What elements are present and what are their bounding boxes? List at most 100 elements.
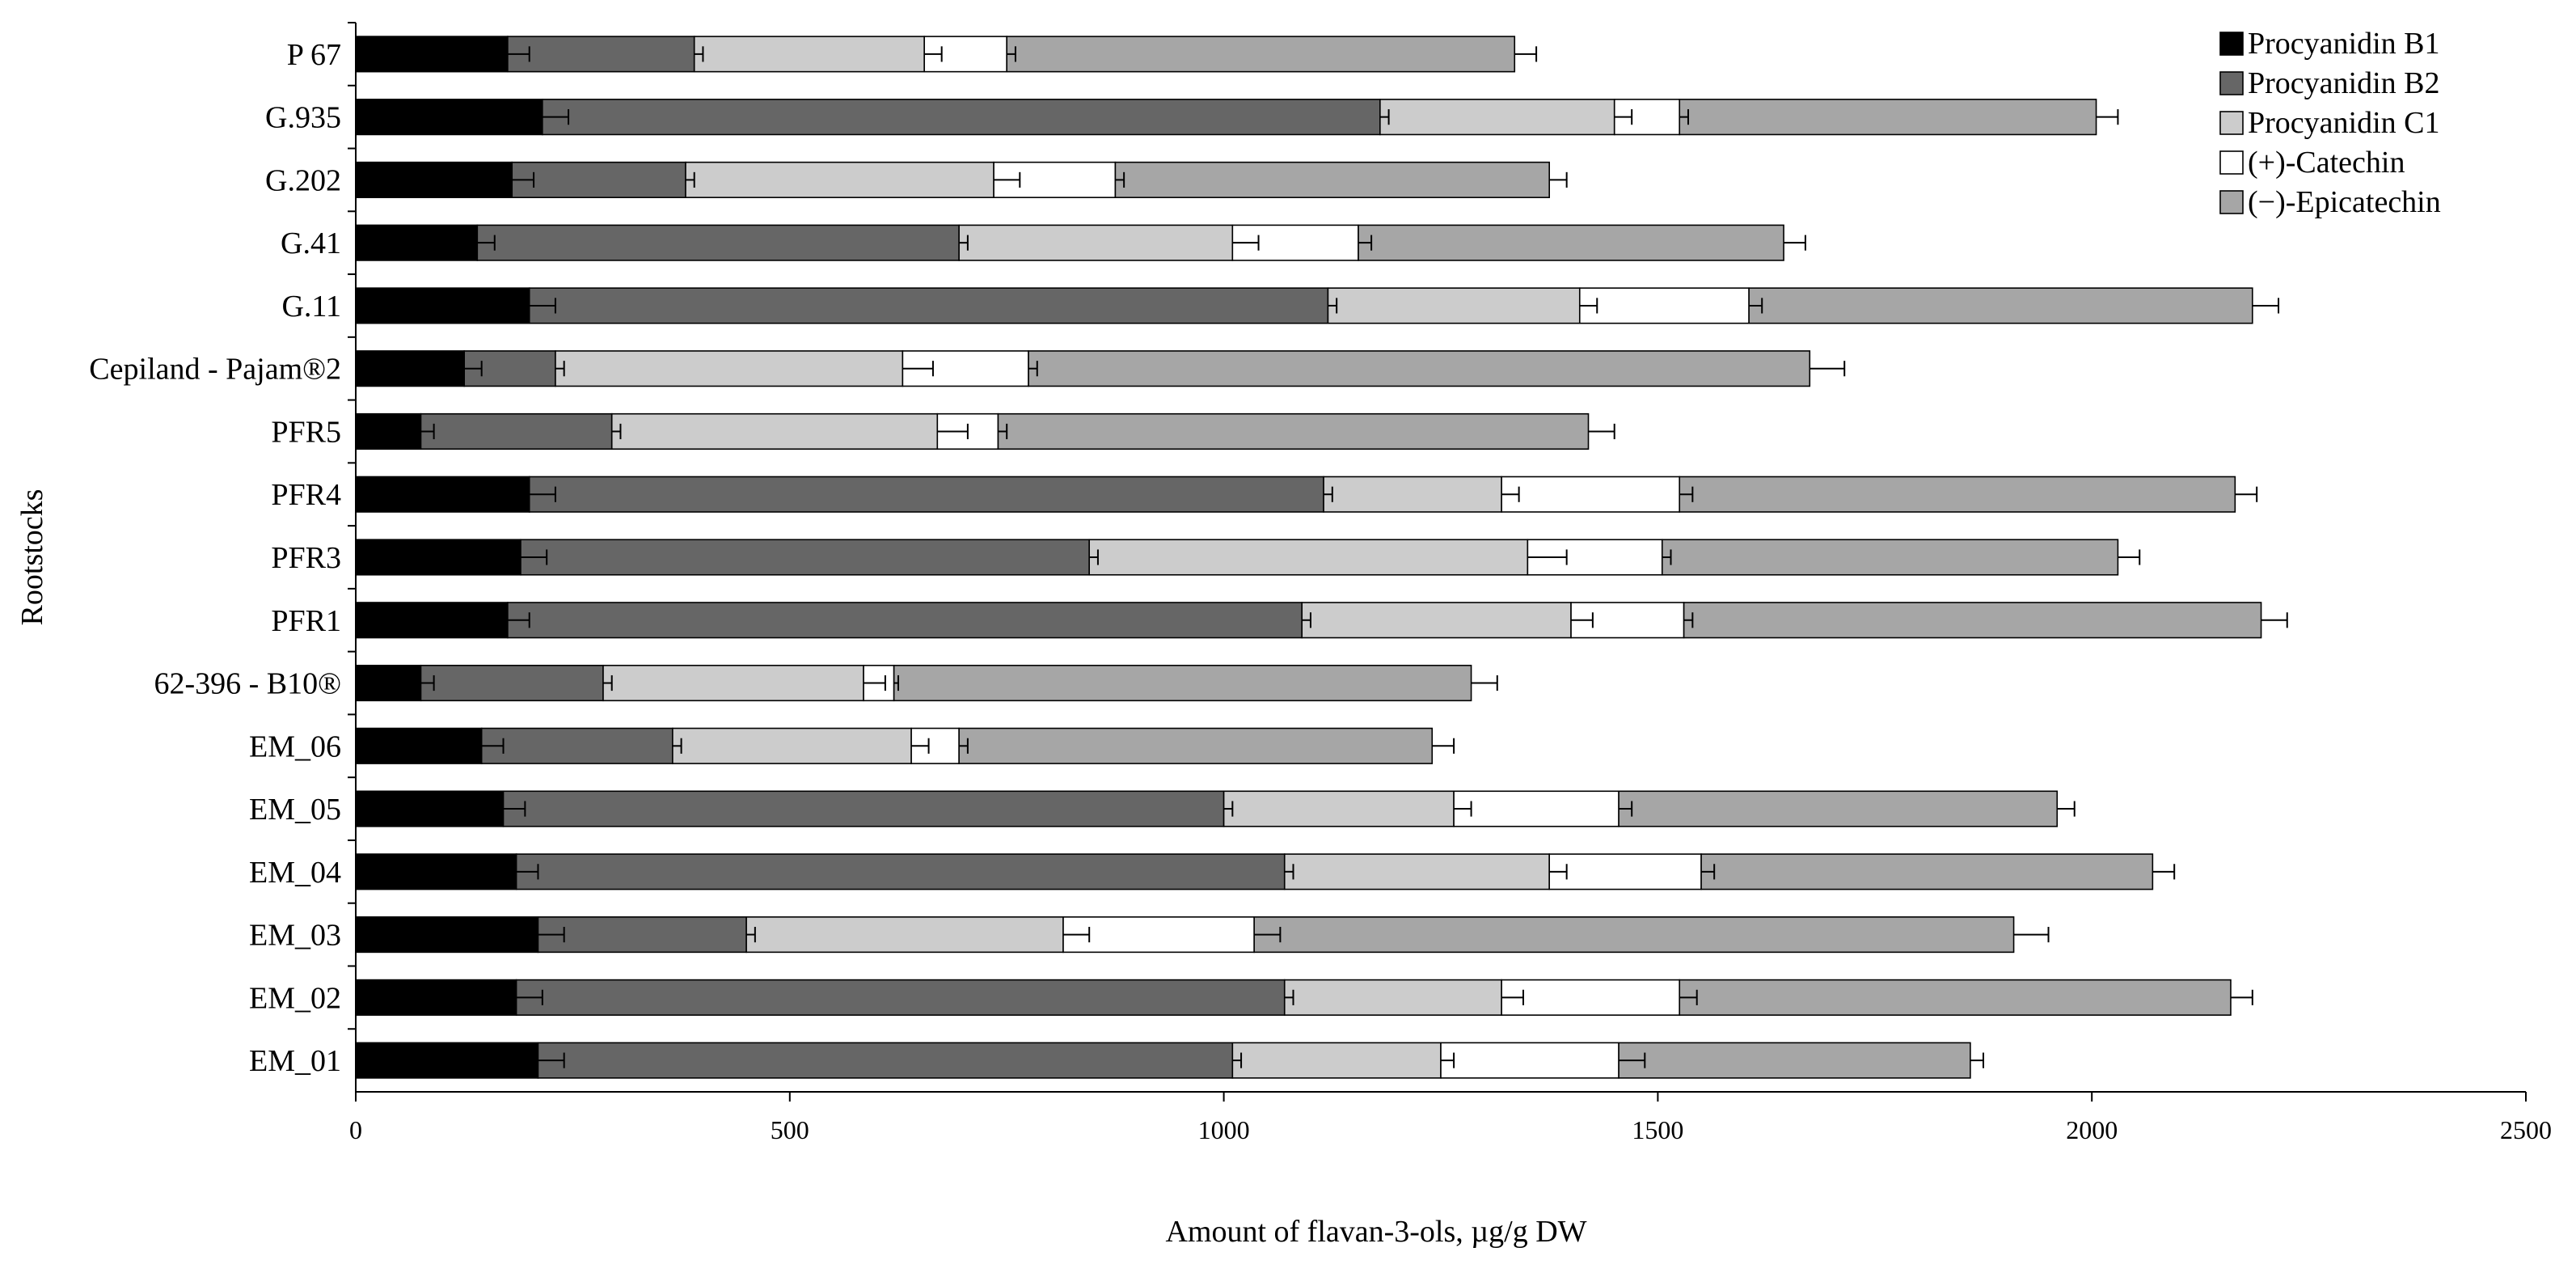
- bar-segment-10-2: [602, 664, 864, 702]
- bar-segment-8-2: [1088, 539, 1529, 576]
- error-bars-layer: [420, 46, 2288, 1068]
- bar-segment-12-3: [1453, 790, 1620, 827]
- bar-segment-4-4: [1748, 287, 2253, 324]
- bar-segment-7-2: [1323, 476, 1502, 513]
- x-tick-label-0: 0: [349, 1115, 362, 1144]
- bar-segment-13-0: [355, 853, 517, 890]
- bar-segment-7-1: [528, 476, 1324, 513]
- bar-segment-4-3: [1578, 287, 1750, 324]
- bar-segment-10-4: [893, 664, 1472, 702]
- axes-layer: [348, 22, 2527, 1102]
- bar-segment-16-1: [537, 1042, 1234, 1079]
- x-axis-title: Amount of flavan-3-ols, µg/g DW: [1165, 1215, 1586, 1249]
- bar-segment-7-4: [1679, 476, 2236, 513]
- category-label-0: P 67: [287, 38, 341, 72]
- bar-segment-2-1: [511, 161, 686, 198]
- bar-segment-16-2: [1231, 1042, 1442, 1079]
- bar-segment-9-1: [507, 602, 1303, 639]
- bar-segment-2-4: [1114, 161, 1551, 198]
- bar-segment-16-3: [1440, 1042, 1620, 1079]
- legend-swatch-1: [2219, 71, 2244, 95]
- bar-segment-2-2: [685, 161, 995, 198]
- category-label-13: EM_04: [249, 856, 341, 890]
- bar-segment-15-2: [1283, 979, 1502, 1016]
- bar-segment-15-0: [355, 979, 517, 1016]
- bar-segment-16-4: [1618, 1042, 1971, 1079]
- bar-segment-1-1: [542, 99, 1381, 136]
- category-label-4: G.11: [281, 290, 341, 324]
- legend: Procyanidin B1 Procyanidin B2 Procyanidin …: [2219, 27, 2441, 219]
- bar-segment-5-4: [1028, 350, 1811, 387]
- bar-segment-11-2: [672, 727, 912, 764]
- bar-segment-1-4: [1679, 99, 2097, 136]
- bar-segment-6-2: [610, 412, 939, 450]
- x-tick-label-5: 2500: [2500, 1115, 2552, 1144]
- category-label-8: PFR3: [271, 541, 341, 575]
- bar-segment-1-0: [355, 99, 543, 136]
- legend-label-2: Procyanidin C1: [2248, 106, 2439, 140]
- bar-segment-8-1: [520, 539, 1090, 576]
- category-label-7: PFR4: [271, 478, 341, 512]
- bar-segment-0-2: [693, 36, 926, 73]
- bar-segment-12-0: [355, 790, 505, 827]
- bar-segment-9-0: [355, 602, 509, 639]
- bar-segment-11-1: [480, 727, 674, 764]
- category-label-16: EM_01: [249, 1044, 341, 1078]
- bar-segment-11-0: [355, 727, 483, 764]
- bar-segment-0-4: [1006, 36, 1516, 73]
- bar-segment-0-0: [355, 36, 509, 73]
- bar-segment-12-1: [502, 790, 1225, 827]
- legend-swatch-2: [2219, 111, 2244, 135]
- bar-segment-15-1: [515, 979, 1286, 1016]
- bar-segment-3-4: [1358, 224, 1784, 261]
- bar-segment-15-3: [1501, 979, 1681, 1016]
- bar-segment-13-1: [515, 853, 1286, 890]
- legend-swatch-4: [2219, 190, 2244, 214]
- legend-label-1: Procyanidin B2: [2248, 66, 2439, 100]
- bar-segment-13-3: [1548, 853, 1702, 890]
- bar-segment-14-2: [745, 916, 1064, 954]
- legend-label-0: Procyanidin B1: [2248, 27, 2439, 61]
- bar-segment-14-3: [1062, 916, 1255, 954]
- category-label-15: EM_02: [249, 981, 341, 1015]
- bar-segment-8-4: [1661, 539, 2119, 576]
- bar-segment-12-2: [1223, 790, 1455, 827]
- bar-segment-10-0: [355, 664, 422, 702]
- bar-segment-6-4: [997, 412, 1590, 450]
- bar-segment-4-1: [528, 287, 1329, 324]
- bar-segment-3-2: [958, 224, 1234, 261]
- x-tick-label-1: 500: [771, 1115, 809, 1144]
- bar-segment-5-2: [555, 350, 904, 387]
- bar-segment-11-4: [958, 727, 1434, 764]
- bar-segment-6-0: [355, 412, 422, 450]
- category-label-6: PFR5: [271, 415, 341, 449]
- category-label-3: G.41: [281, 226, 341, 260]
- category-label-2: G.202: [265, 163, 341, 197]
- category-label-10: 62-396 - B10®: [154, 667, 341, 701]
- category-label-11: EM_06: [249, 730, 341, 763]
- category-label-5: Cepiland - Pajam®2: [89, 353, 341, 387]
- legend-swatch-3: [2219, 150, 2244, 175]
- bar-segment-7-0: [355, 476, 530, 513]
- x-tick-label-2: 1000: [1198, 1115, 1250, 1144]
- bars-layer: [355, 36, 2262, 1079]
- bar-segment-5-0: [355, 350, 465, 387]
- category-label-14: EM_03: [249, 919, 341, 953]
- bar-segment-1-2: [1379, 99, 1615, 136]
- legend-label-3: (+)-Catechin: [2248, 146, 2405, 180]
- bar-segment-14-1: [537, 916, 747, 954]
- bar-segment-14-0: [355, 916, 539, 954]
- legend-label-4: (−)-Epicatechin: [2248, 185, 2441, 219]
- category-label-1: G.935: [265, 101, 341, 135]
- bar-segment-9-2: [1301, 602, 1572, 639]
- bar-segment-3-1: [476, 224, 960, 261]
- bar-segment-2-0: [355, 161, 513, 198]
- bar-segment-9-4: [1683, 602, 2262, 639]
- x-tick-label-3: 1500: [1632, 1115, 1683, 1144]
- bar-segment-15-4: [1679, 979, 2232, 1016]
- bar-segment-4-0: [355, 287, 530, 324]
- bar-segment-16-0: [355, 1042, 539, 1079]
- bar-segment-13-4: [1700, 853, 2154, 890]
